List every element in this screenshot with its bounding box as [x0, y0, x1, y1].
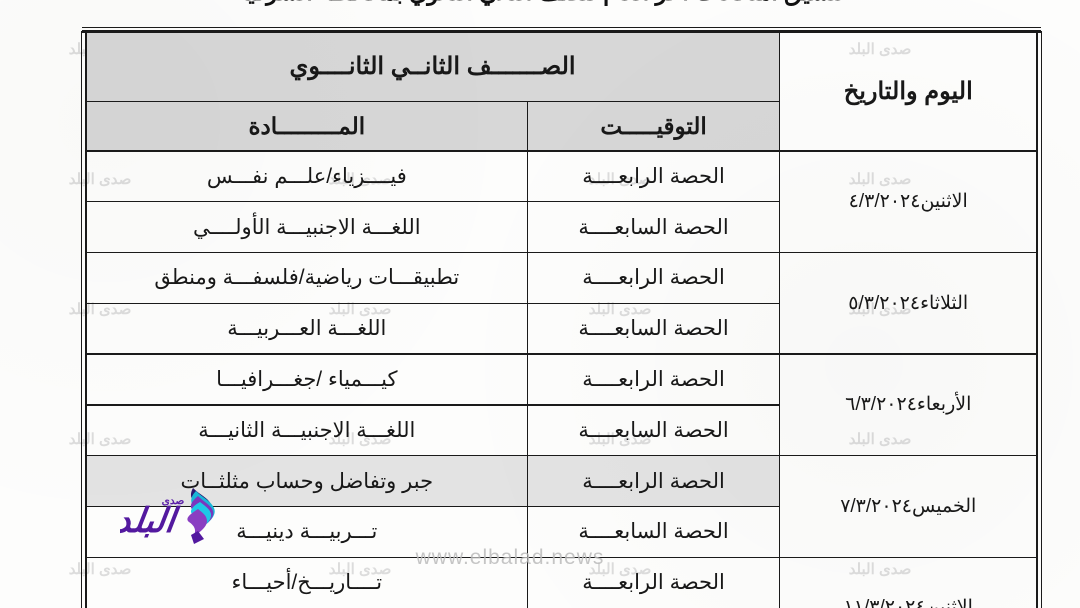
- svg-text:البلد: البلد: [120, 502, 182, 540]
